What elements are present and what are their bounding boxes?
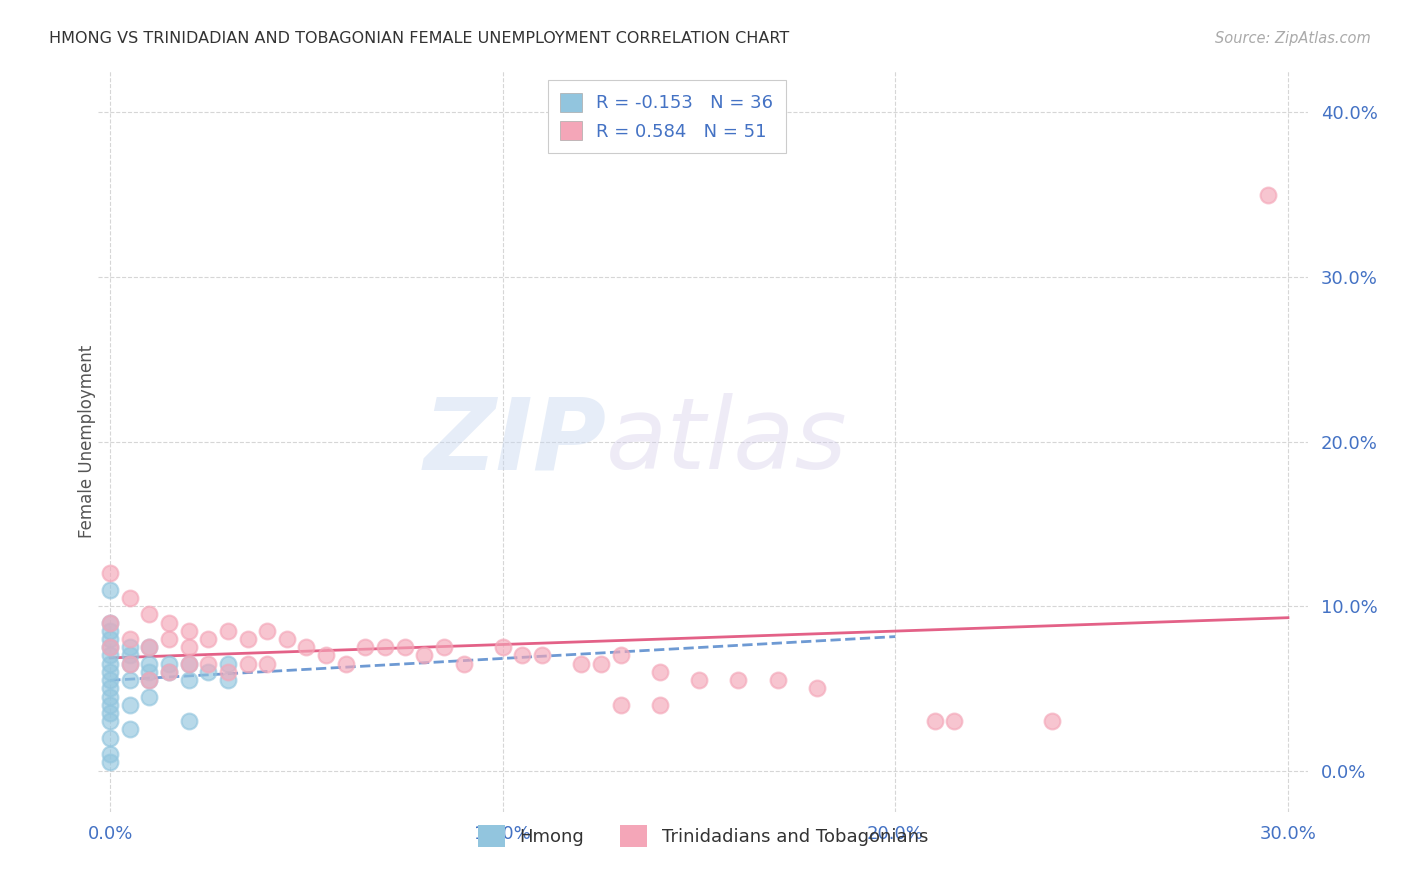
Trinidadians and Tobagonians [609, 698, 631, 712]
Trinidadians and Tobagonians [394, 640, 416, 655]
Trinidadians and Tobagonians [648, 665, 671, 679]
Hmong [177, 714, 200, 729]
Trinidadians and Tobagonians [98, 640, 121, 655]
Trinidadians and Tobagonians [98, 566, 121, 581]
Hmong [98, 648, 121, 663]
Y-axis label: Female Unemployment: Female Unemployment [79, 345, 96, 538]
Trinidadians and Tobagonians [1257, 187, 1279, 202]
Trinidadians and Tobagonians [806, 681, 828, 696]
Trinidadians and Tobagonians [157, 632, 180, 646]
Trinidadians and Tobagonians [295, 640, 318, 655]
Trinidadians and Tobagonians [177, 624, 200, 638]
Trinidadians and Tobagonians [118, 591, 141, 605]
Hmong [98, 624, 121, 638]
Trinidadians and Tobagonians [217, 665, 239, 679]
Trinidadians and Tobagonians [138, 607, 160, 622]
Hmong [98, 681, 121, 696]
Hmong [98, 714, 121, 729]
Hmong [118, 723, 141, 737]
Hmong [138, 657, 160, 671]
Hmong [177, 657, 200, 671]
Hmong [98, 690, 121, 704]
Hmong [98, 698, 121, 712]
Trinidadians and Tobagonians [512, 648, 534, 663]
Hmong [98, 640, 121, 655]
Trinidadians and Tobagonians [492, 640, 515, 655]
Trinidadians and Tobagonians [1042, 714, 1064, 729]
Hmong [157, 657, 180, 671]
Hmong [118, 698, 141, 712]
Trinidadians and Tobagonians [727, 673, 749, 687]
Hmong [217, 657, 239, 671]
Hmong [98, 657, 121, 671]
Text: atlas: atlas [606, 393, 848, 490]
Trinidadians and Tobagonians [118, 632, 141, 646]
Trinidadians and Tobagonians [118, 657, 141, 671]
Trinidadians and Tobagonians [236, 632, 259, 646]
Trinidadians and Tobagonians [453, 657, 475, 671]
Trinidadians and Tobagonians [766, 673, 789, 687]
Hmong [118, 673, 141, 687]
Hmong [98, 615, 121, 630]
Hmong [138, 690, 160, 704]
Trinidadians and Tobagonians [609, 648, 631, 663]
Trinidadians and Tobagonians [648, 698, 671, 712]
Trinidadians and Tobagonians [589, 657, 612, 671]
Hmong [98, 632, 121, 646]
Hmong [98, 756, 121, 770]
Hmong [197, 665, 219, 679]
Hmong [138, 673, 160, 687]
Legend: Hmong, Trinidadians and Tobagonians: Hmong, Trinidadians and Tobagonians [471, 818, 935, 855]
Trinidadians and Tobagonians [315, 648, 337, 663]
Trinidadians and Tobagonians [256, 657, 278, 671]
Trinidadians and Tobagonians [943, 714, 966, 729]
Trinidadians and Tobagonians [98, 615, 121, 630]
Text: Source: ZipAtlas.com: Source: ZipAtlas.com [1215, 31, 1371, 46]
Trinidadians and Tobagonians [138, 640, 160, 655]
Trinidadians and Tobagonians [374, 640, 396, 655]
Hmong [98, 747, 121, 761]
Trinidadians and Tobagonians [924, 714, 946, 729]
Trinidadians and Tobagonians [433, 640, 456, 655]
Trinidadians and Tobagonians [236, 657, 259, 671]
Trinidadians and Tobagonians [569, 657, 592, 671]
Trinidadians and Tobagonians [256, 624, 278, 638]
Hmong [157, 665, 180, 679]
Trinidadians and Tobagonians [197, 632, 219, 646]
Hmong [138, 640, 160, 655]
Hmong [118, 657, 141, 671]
Hmong [177, 673, 200, 687]
Trinidadians and Tobagonians [177, 640, 200, 655]
Trinidadians and Tobagonians [276, 632, 298, 646]
Trinidadians and Tobagonians [157, 665, 180, 679]
Trinidadians and Tobagonians [217, 624, 239, 638]
Hmong [98, 731, 121, 745]
Trinidadians and Tobagonians [531, 648, 554, 663]
Trinidadians and Tobagonians [413, 648, 436, 663]
Hmong [138, 665, 160, 679]
Text: ZIP: ZIP [423, 393, 606, 490]
Trinidadians and Tobagonians [138, 673, 160, 687]
Hmong [118, 640, 141, 655]
Trinidadians and Tobagonians [335, 657, 357, 671]
Trinidadians and Tobagonians [354, 640, 377, 655]
Text: HMONG VS TRINIDADIAN AND TOBAGONIAN FEMALE UNEMPLOYMENT CORRELATION CHART: HMONG VS TRINIDADIAN AND TOBAGONIAN FEMA… [49, 31, 789, 46]
Hmong [118, 648, 141, 663]
Trinidadians and Tobagonians [157, 615, 180, 630]
Trinidadians and Tobagonians [688, 673, 710, 687]
Hmong [98, 706, 121, 720]
Trinidadians and Tobagonians [177, 657, 200, 671]
Hmong [98, 665, 121, 679]
Hmong [98, 582, 121, 597]
Hmong [217, 673, 239, 687]
Trinidadians and Tobagonians [197, 657, 219, 671]
Hmong [98, 673, 121, 687]
